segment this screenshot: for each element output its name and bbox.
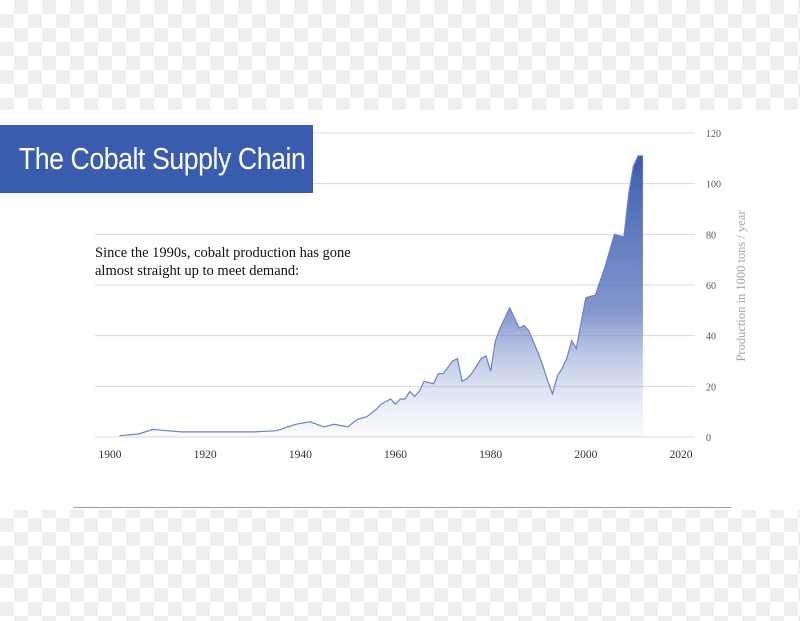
caption-line-2: almost straight up to meet demand: — [95, 263, 300, 279]
x-tick-1960: 1960 — [384, 449, 407, 461]
y-tick-40: 40 — [706, 332, 716, 343]
title-banner: The Cobalt Supply Chain — [0, 125, 313, 193]
x-tick-1940: 1940 — [289, 449, 312, 461]
page-title: The Cobalt Supply Chain — [18, 141, 306, 176]
y-tick-20: 20 — [706, 382, 716, 393]
x-tick-1980: 1980 — [479, 449, 502, 461]
x-tick-1920: 1920 — [194, 449, 217, 461]
bottom-divider — [73, 507, 731, 508]
y-tick-60: 60 — [706, 281, 716, 292]
y-tick-0: 0 — [706, 433, 711, 444]
x-tick-labels: 1900 1920 1940 1960 1980 2000 2020 — [99, 449, 693, 461]
y-tick-100: 100 — [706, 180, 721, 191]
y-tick-labels: 0 20 40 60 80 100 120 — [706, 129, 721, 444]
series-line — [119, 155, 643, 437]
y-axis-label: Production in 1000 tons / year — [734, 210, 748, 362]
caption: Since the 1990s, cobalt production has g… — [95, 244, 415, 280]
y-tick-80: 80 — [706, 230, 716, 241]
x-tick-1900: 1900 — [99, 449, 122, 461]
caption-line-1: Since the 1990s, cobalt production has g… — [95, 245, 351, 261]
y-tick-120: 120 — [706, 129, 721, 140]
area-series — [119, 155, 643, 438]
x-tick-2000: 2000 — [574, 449, 597, 461]
area-fill — [119, 155, 643, 438]
x-tick-2020: 2020 — [670, 449, 693, 461]
